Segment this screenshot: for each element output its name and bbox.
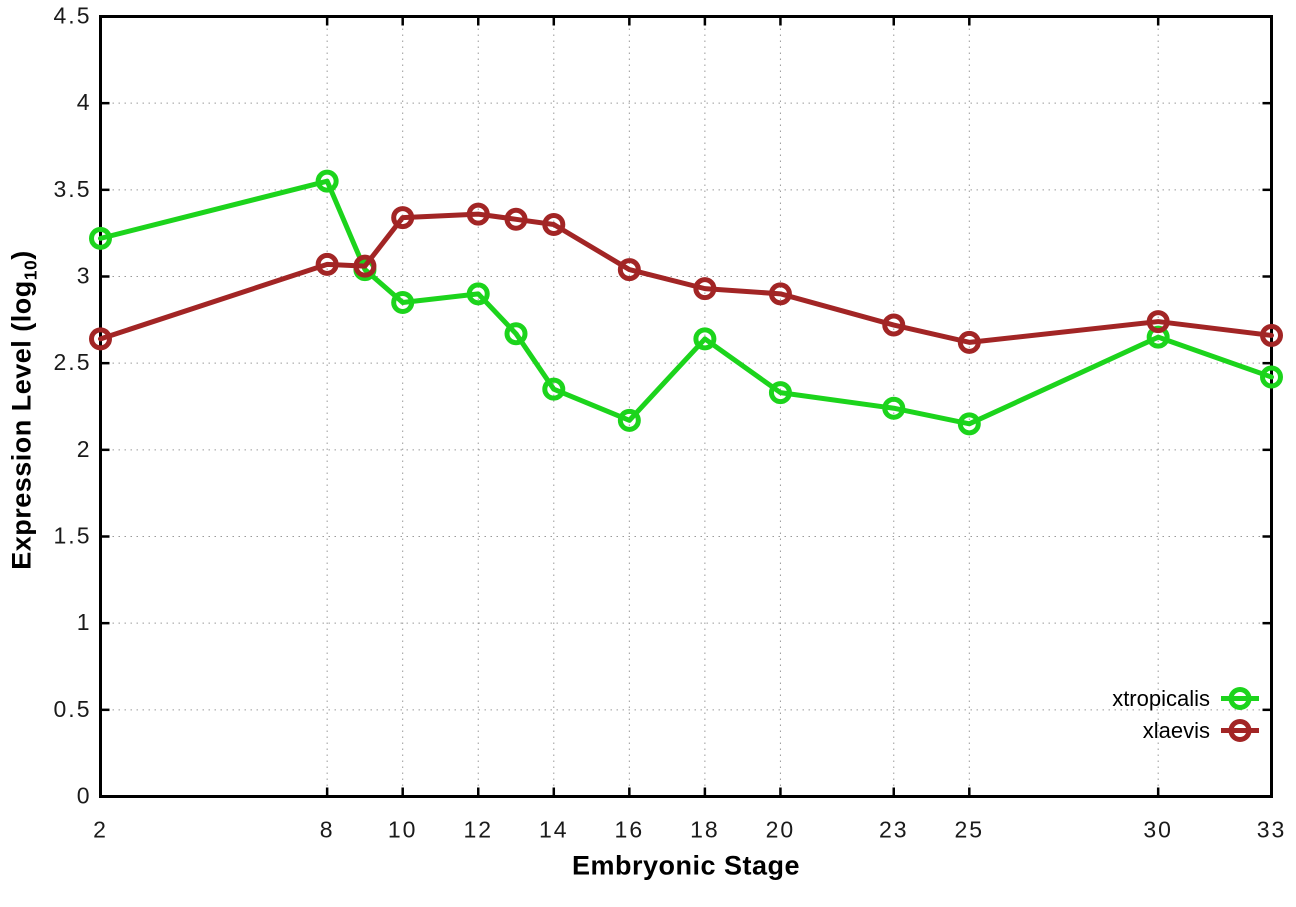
y-tick-label: 1 (77, 609, 92, 635)
y-tick-label: 0 (77, 783, 92, 809)
series-marker-xlaevis (504, 207, 528, 231)
y-axis-title: Expression Level (log10) (6, 250, 41, 570)
x-tick-label: 25 (955, 816, 985, 842)
y-axis-title-suffix: ) (6, 250, 37, 260)
x-tick-label: 33 (1257, 816, 1287, 842)
series-marker-xtropicalis (768, 381, 792, 405)
series-marker-xlaevis (693, 277, 717, 301)
legend-label-xtropicalis: xtropicalis (1112, 685, 1210, 711)
series-marker-xtropicalis (391, 291, 415, 314)
series-marker-xtropicalis (466, 282, 490, 306)
x-tick-label: 30 (1143, 816, 1173, 842)
series-marker-xlaevis (353, 254, 377, 278)
y-tick-label: 0.5 (54, 696, 92, 722)
legend-item-xlaevis: xlaevis (1143, 717, 1260, 744)
series-line-xlaevis (98, 211, 1274, 345)
x-tick-label: 10 (388, 816, 418, 842)
y-tick-label: 2.5 (54, 349, 92, 375)
y-tick-label: 3 (77, 263, 92, 289)
y-tick-label: 1.5 (54, 523, 92, 549)
series-marker-xlaevis (542, 213, 566, 236)
series-marker-xlaevis (1146, 310, 1170, 334)
legend-marker-xlaevis (1221, 719, 1259, 742)
series-marker-xlaevis (882, 313, 906, 337)
y-tick-label: 2 (77, 436, 92, 462)
series-marker-xlaevis (391, 206, 415, 230)
series-marker-xlaevis (466, 202, 490, 226)
x-tick-label: 23 (879, 816, 909, 842)
series-marker-xtropicalis (693, 327, 717, 351)
x-tick-label: 18 (690, 816, 720, 842)
series-marker-xlaevis (89, 327, 112, 351)
y-tick-label: 4.5 (54, 3, 92, 29)
y-tick-label: 3.5 (54, 176, 92, 202)
legend-item-xtropicalis: xtropicalis (1112, 685, 1260, 712)
x-tick-label: 12 (463, 816, 493, 842)
series-marker-xlaevis (617, 258, 641, 282)
series-marker-xtropicalis (315, 169, 339, 193)
legend: xtropicalis xlaevis (1112, 685, 1260, 744)
plot-border (99, 15, 1273, 798)
x-axis-title: Embryonic Stage (571, 850, 801, 881)
series-marker-xtropicalis (542, 377, 566, 401)
series-marker-xtropicalis (957, 412, 981, 436)
x-tick-label: 20 (766, 816, 796, 842)
y-axis-title-subscript: 10 (20, 259, 41, 281)
series-marker-xlaevis (957, 330, 981, 354)
series-marker-xlaevis (1260, 323, 1283, 347)
x-tick-label: 16 (615, 816, 645, 842)
series-marker-xtropicalis (617, 408, 641, 432)
series-marker-xtropicalis (882, 396, 906, 420)
series-marker-xtropicalis (89, 226, 112, 250)
y-tick-label: 4 (77, 89, 92, 115)
x-tick-label: 8 (320, 816, 335, 842)
series-line-xtropicalis (98, 178, 1274, 427)
legend-marker-xtropicalis (1221, 687, 1259, 710)
legend-label-xlaevis: xlaevis (1142, 717, 1210, 743)
x-tick-label: 14 (539, 816, 569, 842)
series-marker-xtropicalis (504, 322, 528, 346)
series-marker-xlaevis (315, 252, 339, 276)
series-marker-xtropicalis (1260, 365, 1283, 389)
y-axis-title-text: Expression Level (log (6, 280, 37, 570)
series-marker-xlaevis (768, 282, 792, 306)
x-tick-label: 2 (93, 816, 108, 842)
